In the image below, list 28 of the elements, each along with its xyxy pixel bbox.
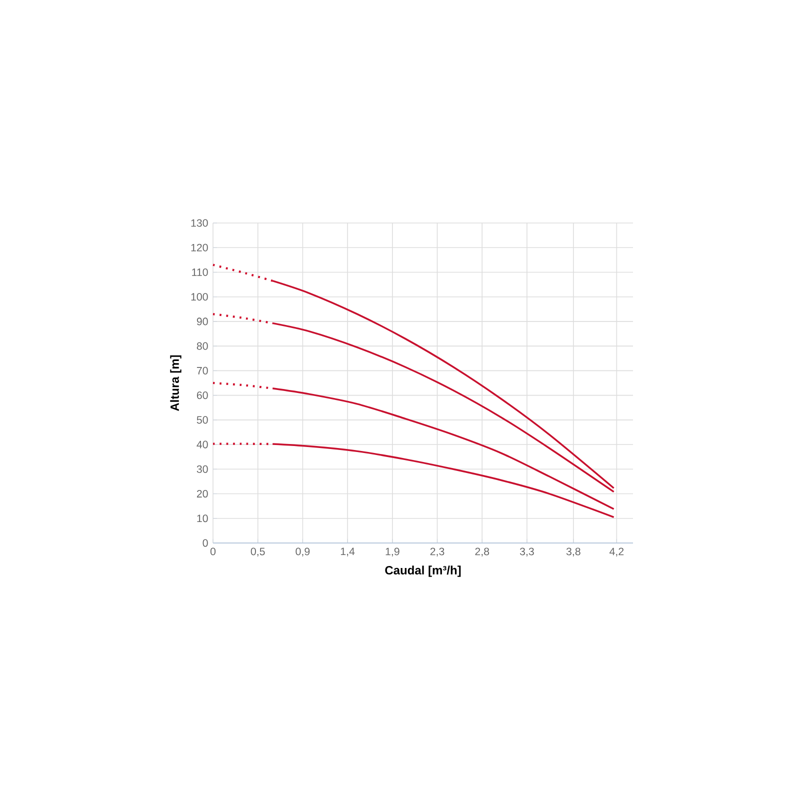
y-tick-label: 110 — [192, 268, 208, 276]
x-tick-label: 3,8 — [566, 548, 580, 557]
y-tick-label: 60 — [196, 392, 208, 400]
y-tick-label: 70 — [196, 366, 208, 374]
y-tick-label: 40 — [196, 440, 208, 448]
y-tick-label: 100 — [191, 293, 208, 301]
x-tick-label: 2,3 — [430, 548, 444, 557]
y-tick-label: 120 — [191, 244, 208, 252]
x-tick-label: 4,2 — [610, 548, 624, 557]
y-tick-label: 90 — [196, 318, 208, 326]
y-axis-title: Altura [m] — [170, 355, 182, 412]
x-tick-label: 2,8 — [475, 548, 490, 557]
y-tick-label: 10 — [197, 514, 208, 522]
x-tick-label: 0,5 — [250, 548, 265, 557]
x-tick-label: 3,3 — [520, 548, 534, 557]
y-tick-label: 130 — [191, 219, 208, 227]
x-tick-label: 0,9 — [296, 548, 310, 557]
line-series — [272, 388, 615, 510]
y-tick-label: 0 — [202, 539, 208, 547]
x-tick-label: 0 — [210, 548, 216, 556]
x-tick-label: 1,9 — [386, 548, 400, 557]
line-series — [272, 443, 615, 518]
y-tick-label: 30 — [196, 465, 208, 473]
y-tick-label: 50 — [196, 416, 208, 424]
x-axis-title: Caudal [m³/h] — [385, 566, 461, 577]
x-tick-label: 1,4 — [340, 548, 355, 556]
y-tick-label: 20 — [196, 490, 208, 498]
y-tick-label: 80 — [196, 342, 208, 350]
